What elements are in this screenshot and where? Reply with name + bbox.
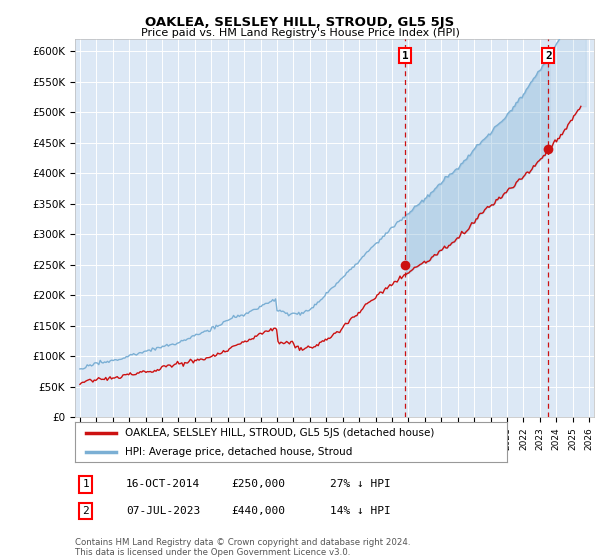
Text: 07-JUL-2023: 07-JUL-2023 [126,506,200,516]
Text: OAKLEA, SELSLEY HILL, STROUD, GL5 5JS (detached house): OAKLEA, SELSLEY HILL, STROUD, GL5 5JS (d… [125,428,434,438]
Text: Price paid vs. HM Land Registry's House Price Index (HPI): Price paid vs. HM Land Registry's House … [140,28,460,38]
Text: £250,000: £250,000 [231,479,285,489]
Text: 16-OCT-2014: 16-OCT-2014 [126,479,200,489]
Text: Contains HM Land Registry data © Crown copyright and database right 2024.
This d: Contains HM Land Registry data © Crown c… [75,538,410,557]
Text: 27% ↓ HPI: 27% ↓ HPI [330,479,391,489]
Text: £440,000: £440,000 [231,506,285,516]
Text: 14% ↓ HPI: 14% ↓ HPI [330,506,391,516]
Text: 1: 1 [401,50,409,60]
Text: OAKLEA, SELSLEY HILL, STROUD, GL5 5JS: OAKLEA, SELSLEY HILL, STROUD, GL5 5JS [145,16,455,29]
Text: 1: 1 [82,479,89,489]
Text: HPI: Average price, detached house, Stroud: HPI: Average price, detached house, Stro… [125,447,352,457]
Text: 2: 2 [82,506,89,516]
Text: 2: 2 [545,50,552,60]
